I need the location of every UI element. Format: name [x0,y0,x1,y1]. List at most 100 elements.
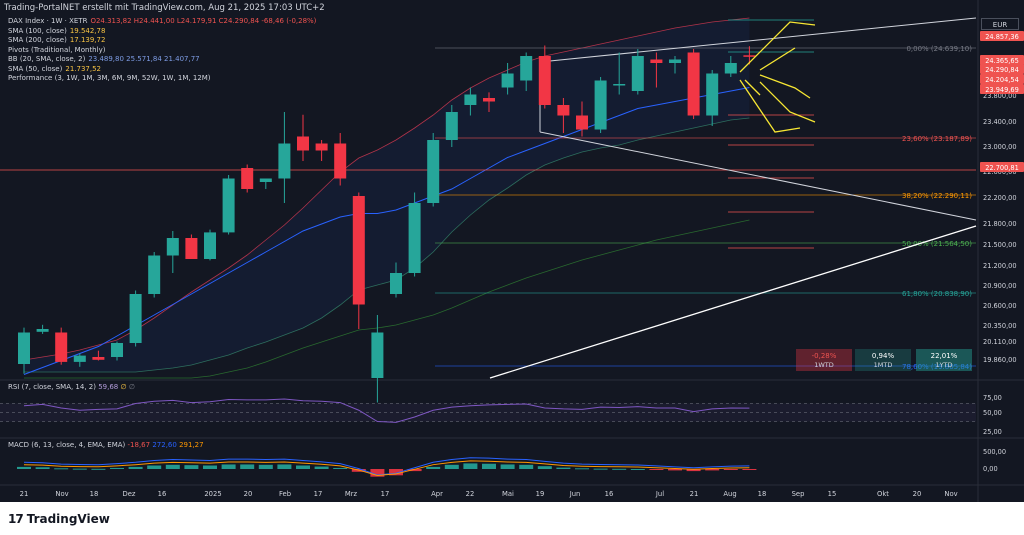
time-tick-label: Dez [123,490,136,498]
macd-histogram-bar [147,465,162,469]
macd-histogram-bar [519,464,534,469]
macd-histogram-bar [444,464,459,469]
macd-signal-value: 291,27 [179,441,204,449]
candle-body [520,56,533,81]
macd-histogram-bar [165,464,180,469]
macd-histogram-bar [72,468,87,470]
candle-body [55,332,68,362]
legend-row-pivots[interactable]: Pivots (Traditional, Monthly) [8,46,316,56]
trend-line-channel [539,131,977,221]
time-tick-label: Jun [569,490,581,498]
candle-body [129,294,142,343]
candle-body [631,56,644,91]
macd-histogram-bar [686,469,701,472]
price-chart[interactable]: 0,00% (24.639,10) 23,60% (23.187,89) 38,20… [0,0,1024,502]
time-tick-label: Mai [502,490,514,498]
legend-row-sma50[interactable]: SMA (50, close) 21.737,52 [8,65,316,75]
rsi-band-value: ∅ [128,383,135,391]
currency-button[interactable]: EUR [981,18,1019,30]
macd-histogram-bar [630,469,645,470]
candle-body [724,63,737,74]
legend-label: Pivots (Traditional, Monthly) [8,45,106,54]
candle-body [166,238,179,256]
price-tick-label: 22.200,00 [983,194,1017,202]
macd-histogram-bar [128,466,143,469]
rsi-sma-value: ∅ [120,383,127,391]
macd-label: MACD (6, 13, close, 4, EMA, EMA) [8,441,126,449]
performance-cell [796,349,852,371]
price-tick-label: 20.350,00 [983,322,1017,330]
projection-arrow [744,79,761,96]
candle-body [241,168,254,189]
candle-body [73,355,86,362]
trend-line-upper [539,17,977,63]
candle-body [148,255,161,294]
time-tick-label: 19 [536,490,545,498]
rsi-tick-label: 25,00 [983,428,1002,436]
price-badge-label: 24.204,54 [985,76,1019,84]
legend-row-sma100[interactable]: SMA (100, close) 19.542,78 [8,27,316,37]
candle-body [464,94,477,105]
price-badge-label: 24.857,36 [985,33,1019,41]
candle-body [259,178,272,182]
tradingview-logo[interactable]: 17 TradingView [8,512,110,526]
time-tick-label: Nov [55,490,68,498]
macd-histogram-bar [575,468,589,470]
performance-period: 1MTD [874,361,893,369]
legend-row-bb[interactable]: BB (20, SMA, close, 2) 23.489,80 25.571,8… [8,55,316,65]
price-badge [980,84,1024,94]
performance-value: 0,94% [872,352,895,360]
candle-body [483,98,495,102]
legend-row-performance[interactable]: Performance (3, 1W, 1M, 3M, 6M, 9M, 52W,… [8,74,316,84]
candle-body [594,80,607,130]
time-tick-label: Jul [655,490,664,498]
performance-value: 22,01% [931,352,958,360]
macd-histogram-bar [668,469,682,471]
projection-arrow [739,21,816,73]
legend-row-symbol[interactable]: DAX Index · 1W · XETR O24.313,82 H24.441,… [8,17,316,27]
price-badge [980,162,1024,172]
legend-values: 17.139,72 [69,36,106,44]
legend-row-sma200[interactable]: SMA (200, close) 17.139,72 [8,36,316,46]
performance-period: 1WTD [814,361,834,369]
candle-body [501,73,514,88]
macd-histogram-bar [407,469,422,472]
rsi-legend[interactable]: RSI (7, close, SMA, 14, 2) 59,68 ∅ ∅ [8,383,135,391]
time-tick-label: Mrz [345,490,358,498]
trend-line-support [489,225,977,379]
macd-line [23,457,750,476]
time-tick-label: Apr [431,490,443,498]
macd-histogram-bar [314,466,329,469]
fib-level-label: 50,00% (21.564,50) [902,240,972,248]
candle-body [297,136,309,151]
macd-histogram-bar [593,468,608,470]
candle-body [334,143,347,179]
price-tick-label: 23.400,00 [983,118,1017,126]
price-badge-label: 24.365,65 [985,57,1019,65]
time-tick-label: 21 [690,490,699,498]
time-tick-label: 18 [90,490,99,498]
candle-body [427,140,440,203]
candle-body [557,105,570,116]
macd-histogram-bar [296,465,310,469]
legend-values: 23.489,80 25.571,84 21.407,77 [88,55,200,63]
macd-line-value: 272,60 [152,441,177,449]
candle-body [18,332,30,364]
sma100-line [24,219,750,379]
macd-histogram-bar [184,465,199,469]
macd-histogram-bar [91,468,106,470]
performance-cell [916,349,972,371]
projection-arrow [759,81,816,123]
candle-body [706,73,719,116]
price-tick-label: 21.800,00 [983,220,1017,228]
time-tick-label: 20 [913,490,922,498]
time-tick-label: 17 [381,490,390,498]
legend-label: DAX Index · 1W · XETR [8,17,88,25]
price-badge [980,31,1024,41]
macd-histogram-bar [240,464,255,469]
macd-histogram-bar [482,463,496,469]
candle-body [185,238,198,259]
macd-histogram-bar [705,469,720,471]
macd-tick-label: 0,00 [983,465,998,473]
macd-legend[interactable]: MACD (6, 13, close, 4, EMA, EMA) -18,67 … [8,441,204,449]
